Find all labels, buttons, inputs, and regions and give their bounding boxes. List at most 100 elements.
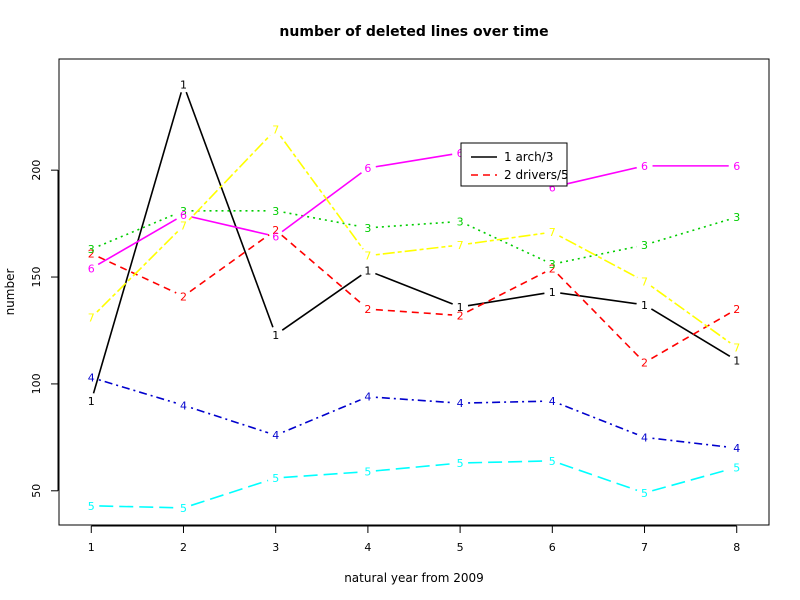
x-tick-label: 3 [272, 541, 279, 554]
series-7-segment [650, 285, 731, 344]
series-6-point: 6 [457, 147, 464, 160]
series-2-point: 2 [733, 303, 740, 316]
series-1-segment [560, 292, 637, 305]
series-3-point: 3 [364, 222, 371, 235]
x-axis-label: natural year from 2009 [344, 571, 484, 585]
series-3-segment [98, 213, 177, 247]
series-2-point: 2 [641, 357, 648, 370]
series-4-segment [375, 396, 453, 404]
series-5-point: 5 [364, 466, 371, 479]
plot-frame [58, 58, 770, 526]
series-3-segment [283, 211, 361, 228]
series-3-point: 3 [549, 258, 556, 271]
series-1-point: 1 [272, 329, 279, 342]
series-7-segment [279, 135, 364, 250]
series-7-point: 7 [733, 342, 740, 355]
series-4-segment [282, 399, 361, 433]
series-2: 2 2 2 2 2 2 2 2 [88, 224, 740, 370]
series-1-point: 1 [364, 265, 371, 278]
series-6-segment [375, 153, 453, 168]
series-4-segment [559, 403, 638, 436]
x-axis: 1 2 3 4 5 6 7 8 [88, 525, 740, 554]
series-2-segment [375, 308, 453, 316]
series-6-segment [559, 166, 637, 187]
series-6-segment [191, 216, 269, 236]
series-5-point: 5 [641, 487, 648, 500]
series-2-point: 2 [549, 262, 556, 275]
x-tick-label: 8 [733, 541, 740, 554]
series-2-point: 2 [457, 310, 464, 323]
series-4-point: 4 [88, 372, 95, 385]
series-5-point: 5 [180, 502, 187, 515]
series-4-point: 4 [364, 391, 371, 404]
y-tick-label: 100 [30, 373, 43, 394]
series-4-point: 4 [272, 429, 279, 442]
series-5: 5 5 5 5 5 5 5 5 [88, 455, 740, 515]
series-7-point: 7 [549, 226, 556, 239]
series-7-point: 7 [88, 312, 95, 325]
series-5-segment [468, 460, 545, 464]
x-tick-label: 6 [549, 541, 556, 554]
series-2-segment [466, 271, 546, 313]
y-tick-label: 50 [30, 484, 43, 498]
series-1-segment [375, 272, 453, 305]
y-axis: 50 100 150 200 [30, 160, 59, 498]
series-6-point: 6 [272, 230, 279, 243]
series-7-segment [467, 232, 545, 245]
x-tick-label: 7 [641, 541, 648, 554]
series-7-segment [96, 230, 179, 313]
series-3-segment [467, 224, 546, 262]
series-3-point: 3 [88, 243, 95, 256]
series-4-point: 4 [733, 442, 740, 455]
series-2-segment [98, 256, 177, 294]
series-2-point: 2 [272, 224, 279, 237]
series-5-point: 5 [549, 455, 556, 468]
series-6-point: 6 [733, 160, 740, 173]
series-6-point: 6 [88, 262, 95, 275]
series-1-point: 1 [549, 286, 556, 299]
legend-entry-label: 2 drivers/5 [504, 168, 569, 182]
series-2-point: 2 [88, 248, 95, 261]
series-7-point: 7 [180, 220, 187, 233]
series-2-segment [651, 312, 731, 360]
series-3-segment [651, 218, 730, 244]
y-tick-label: 150 [30, 267, 43, 288]
series-6-point: 6 [549, 181, 556, 194]
series-6-point: 6 [641, 160, 648, 173]
series-3-segment [559, 245, 637, 264]
series-6-segment [97, 218, 177, 266]
series-4: 4 4 4 4 4 4 4 4 [88, 372, 740, 456]
series-6-point: 6 [364, 162, 371, 175]
series-5-point: 5 [88, 500, 95, 513]
series-4-point: 4 [549, 395, 556, 408]
series-7-segment [558, 235, 638, 279]
series-3-segment [375, 221, 453, 229]
series-5-segment [652, 468, 730, 492]
x-tick-label: 4 [364, 541, 371, 554]
series-2-segment [557, 273, 640, 358]
series-5-point: 5 [733, 461, 740, 474]
series-1-segment [185, 91, 274, 328]
series-7-point: 7 [272, 124, 279, 137]
series-1-point: 1 [88, 395, 95, 408]
series-4-point: 4 [180, 399, 187, 412]
series-1-point: 1 [457, 301, 464, 314]
legend-entry-label: 1 arch/3 [504, 150, 553, 164]
series-3: 3 3 3 3 3 3 3 3 [88, 205, 740, 271]
series-5-segment [283, 471, 360, 479]
series-2-segment [189, 234, 270, 293]
series-7-segment [375, 245, 453, 256]
series-7-point: 7 [457, 239, 464, 252]
series-5-segment [99, 505, 176, 509]
series-4-segment [190, 407, 269, 434]
series-5-point: 5 [457, 457, 464, 470]
series-5-segment [190, 479, 269, 507]
series-3-point: 3 [733, 211, 740, 224]
series-3-point: 3 [272, 205, 279, 218]
legend-box [460, 142, 568, 187]
series-1-segment [650, 308, 731, 357]
x-tick-label: 2 [180, 541, 187, 554]
y-axis-label: number [3, 269, 17, 316]
series-1: 1 1 1 1 1 1 1 1 [88, 79, 740, 408]
